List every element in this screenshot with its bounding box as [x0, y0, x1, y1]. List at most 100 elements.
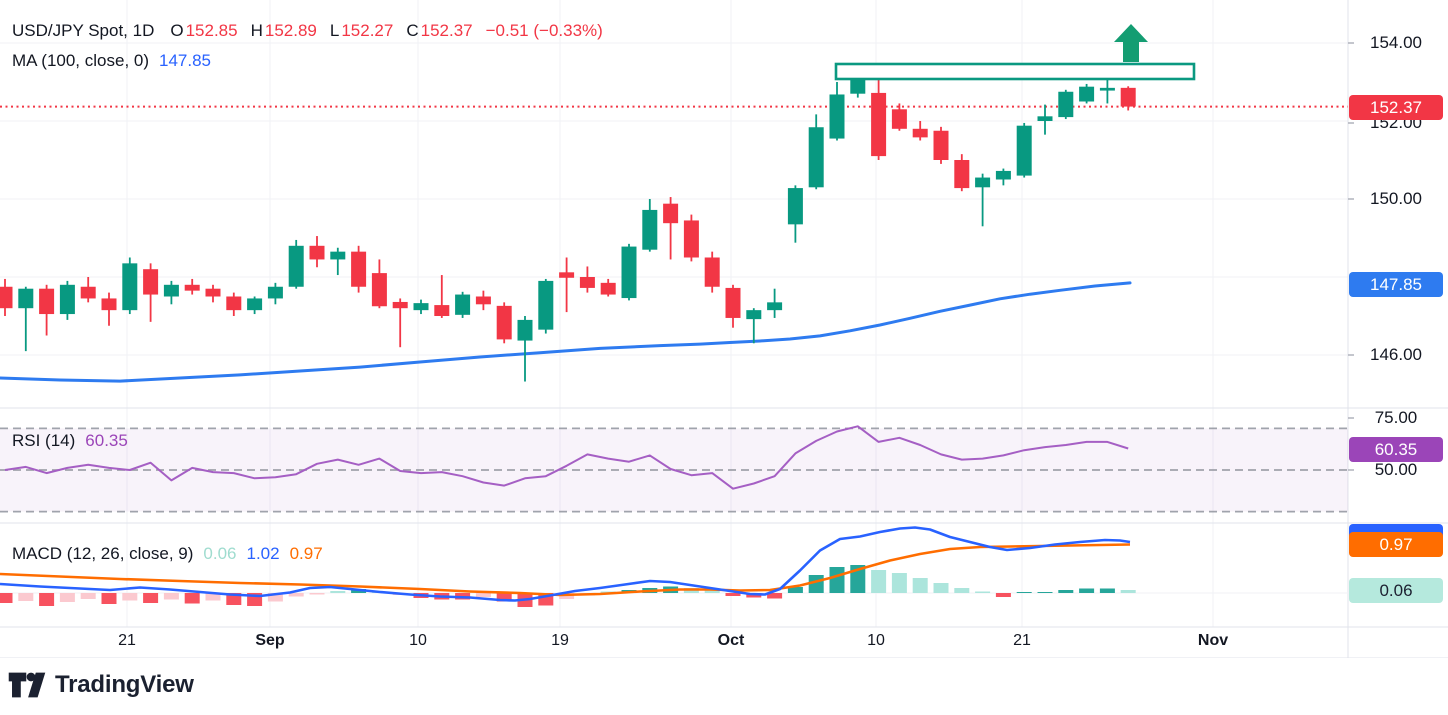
macd-legend[interactable]: MACD (12, 26, close, 9) 0.06 1.02 0.97 — [12, 544, 323, 564]
price-axis-label: 146.00 — [1370, 345, 1422, 364]
candle-down — [725, 287, 741, 318]
macd-line[interactable] — [0, 526, 1131, 602]
ma-line[interactable] — [0, 281, 1132, 383]
tradingview-logo[interactable]: TradingView — [8, 670, 194, 700]
candle-down — [205, 288, 221, 297]
macd-histogram-bar — [767, 593, 783, 599]
candle-down — [39, 288, 55, 315]
candle-down — [309, 245, 325, 260]
up-arrow-annotation[interactable] — [1114, 24, 1148, 62]
candle-down — [579, 277, 595, 288]
macd-histogram-bar — [163, 593, 179, 600]
macd-histogram-bar — [80, 593, 96, 599]
candle-down — [101, 298, 117, 311]
macd-histogram-bar — [1016, 592, 1032, 593]
macd-histogram-bar — [704, 590, 720, 593]
ma-value: 147.85 — [159, 51, 212, 70]
candle-down — [80, 286, 96, 299]
macd-histogram-bar — [496, 593, 512, 602]
macd-histogram-bar — [59, 593, 75, 602]
candle-down — [226, 296, 242, 311]
tradingview-logo-text: TradingView — [55, 671, 194, 698]
low-label: L — [329, 21, 340, 40]
price-chart[interactable] — [0, 0, 1448, 658]
macd-histogram-bar — [122, 593, 138, 601]
macd-histogram-bar — [829, 567, 845, 593]
candle-down — [871, 92, 887, 157]
macd-histogram-bar — [725, 593, 741, 596]
macd-histogram-bar — [933, 583, 949, 593]
candle-up — [787, 188, 803, 225]
candle-up — [767, 302, 783, 311]
rsi-legend[interactable]: RSI (14) 60.35 — [12, 431, 128, 451]
rsi-value: 60.35 — [85, 431, 128, 450]
macd-histogram-bar — [891, 573, 907, 593]
last-price-badge: 152.37 — [1349, 94, 1443, 120]
time-axis-label: 21 — [1013, 632, 1031, 649]
candle-up — [1016, 125, 1032, 176]
price-axis-label: 150.00 — [1370, 189, 1422, 208]
macd-histogram-bar — [1079, 588, 1095, 593]
candle-up — [1037, 116, 1053, 121]
ma-value-badge: 147.85 — [1349, 271, 1443, 297]
candle-up — [163, 284, 179, 297]
macd-histogram-bar — [143, 593, 159, 603]
macd-histogram-bar — [475, 593, 491, 597]
candle-up — [59, 284, 75, 315]
candle-up — [247, 298, 263, 311]
macd-histogram-bar — [309, 593, 325, 595]
candle-down — [143, 269, 159, 295]
candle-up — [267, 286, 283, 299]
candle-down — [351, 251, 367, 287]
candle-down — [371, 273, 387, 307]
candle-up — [642, 209, 658, 250]
macd-histogram-bar — [39, 593, 55, 606]
candle-down — [496, 305, 512, 340]
time-axis-label: Sep — [255, 632, 285, 649]
macd-histogram-bar — [1037, 592, 1053, 593]
candle-up — [975, 177, 991, 188]
macd-histogram-bar — [205, 593, 221, 601]
macd-signal-badge: 0.97 — [1349, 531, 1443, 557]
price-axis-label: 50.00 — [1374, 460, 1418, 479]
candle-up — [517, 319, 533, 341]
candle-down — [683, 220, 699, 258]
candle-up — [330, 251, 346, 260]
high-label: H — [250, 21, 263, 40]
resistance-zone[interactable] — [834, 62, 1196, 81]
candle-down — [600, 282, 616, 295]
macd-histogram-bar — [954, 588, 970, 593]
close-value: 152.37 — [420, 21, 473, 40]
close-label: C — [406, 21, 419, 40]
macd-histogram-bar — [18, 593, 34, 601]
macd-label: MACD (12, 26, close, 9) — [12, 544, 194, 563]
change-value: −0.51 (−0.33%) — [485, 21, 603, 40]
symbol-title: USD/JPY Spot, 1D — [12, 21, 155, 40]
rsi-line[interactable] — [4, 425, 1129, 490]
macd-histogram-bar — [1058, 590, 1074, 593]
candle-up — [1058, 91, 1074, 118]
macd-histogram-bar — [995, 593, 1011, 597]
time-axis-label: 10 — [409, 632, 427, 649]
candle-up — [808, 127, 824, 188]
macd-hist-badge: 0.06 — [1349, 577, 1443, 603]
time-axis-label: 10 — [867, 632, 885, 649]
candle-down — [704, 257, 720, 287]
candle-down — [933, 130, 949, 160]
candle-down — [891, 109, 907, 129]
ma-legend[interactable]: MA (100, close, 0) 147.85 — [12, 51, 211, 71]
macd-histogram-bar — [787, 587, 803, 593]
candle-up — [122, 263, 138, 311]
candle-down — [954, 160, 970, 189]
candle-down — [184, 284, 200, 291]
candle-up — [850, 76, 866, 94]
symbol-legend[interactable]: USD/JPY Spot, 1D O 152.85 H 152.89 L 152.27… — [12, 21, 603, 41]
candle-down — [912, 128, 928, 138]
candle-up — [995, 170, 1011, 180]
macd-line-value: 1.02 — [246, 544, 280, 563]
candle-up — [538, 280, 554, 330]
macd-histogram-bar — [912, 578, 928, 593]
candle-up — [1079, 86, 1095, 102]
macd-histogram-bar — [1120, 590, 1136, 593]
